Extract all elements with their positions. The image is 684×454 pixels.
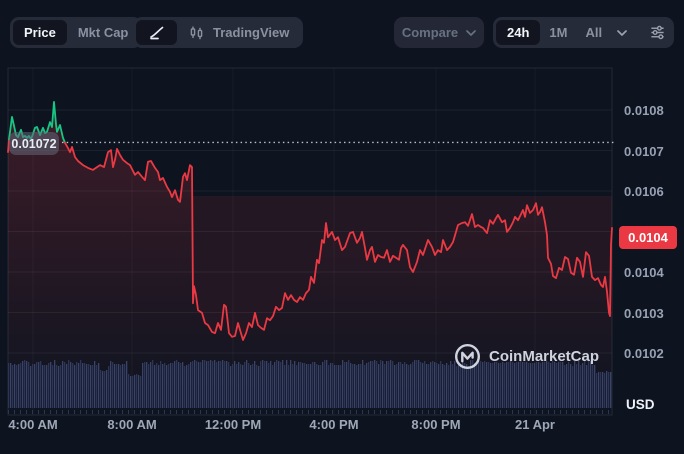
tradingview-toggle[interactable]: TradingView — [177, 20, 300, 45]
watermark-label: CoinMarketCap — [489, 348, 600, 365]
sliders-icon — [651, 25, 664, 40]
chevron-down-icon — [617, 29, 627, 36]
candlestick-icon — [190, 26, 203, 39]
y-axis-label: 0.0106 — [624, 184, 664, 199]
chevron-down-icon — [466, 29, 477, 36]
x-axis-label: 4:00 PM — [309, 417, 359, 432]
compare-dropdown[interactable]: Compare — [394, 17, 484, 48]
y-axis-label: 0.0107 — [624, 144, 664, 159]
x-axis-label: 8:00 PM — [411, 417, 461, 432]
x-axis-label: 12:00 PM — [204, 417, 262, 432]
coinmarketcap-watermark: CoinMarketCap — [454, 343, 599, 370]
range-more-dropdown[interactable] — [611, 20, 633, 45]
y-axis-label: 0.0102 — [624, 346, 664, 361]
y-axis-label: 0.0104 — [624, 265, 664, 280]
y-axis-unit-label: USD — [626, 397, 655, 412]
range-1m-tab[interactable]: 1M — [540, 20, 576, 45]
line-chart-icon — [150, 26, 164, 40]
x-axis-label: 21 Apr — [515, 417, 555, 432]
compare-label: Compare — [401, 25, 459, 40]
x-axis-label: 8:00 AM — [107, 417, 157, 432]
mkt-cap-tab[interactable]: Mkt Cap — [67, 20, 140, 45]
metric-toggle-group: Price Mkt Cap — [10, 17, 143, 48]
current-price-badge: 0.0104 — [619, 226, 677, 249]
tradingview-label: TradingView — [213, 25, 290, 40]
cmc-logo-icon — [454, 343, 481, 370]
y-axis-label: 0.0108 — [624, 103, 664, 118]
range-group: 24h 1M All — [493, 17, 674, 48]
chart-settings-button[interactable] — [643, 20, 672, 45]
open-price-label: 0.01072 — [9, 132, 59, 155]
y-axis-label: 0.0103 — [624, 306, 664, 321]
range-all-tab[interactable]: All — [576, 20, 611, 45]
range-24h-tab[interactable]: 24h — [496, 20, 541, 45]
line-chart-toggle[interactable] — [136, 20, 177, 45]
chart-type-toggle-group: TradingView — [133, 17, 304, 48]
price-tab[interactable]: Price — [13, 20, 67, 45]
x-axis-label: 4:00 AM — [8, 417, 58, 432]
